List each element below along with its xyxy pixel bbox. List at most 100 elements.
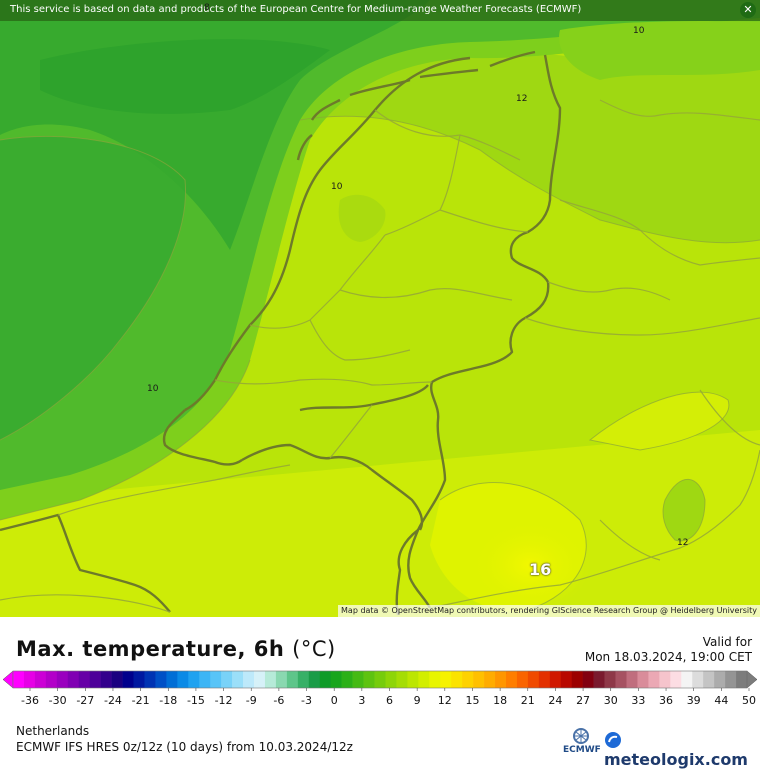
scale-swatch: [505, 671, 518, 688]
scale-swatch: [264, 671, 277, 688]
scale-arrow-right: [746, 670, 758, 689]
scale-swatch: [396, 671, 408, 688]
scale-swatch: [385, 671, 397, 688]
scale-swatch: [286, 671, 299, 688]
ecmwf-logo-text: ECMWF: [563, 745, 601, 755]
scale-swatch: [188, 671, 200, 688]
scale-tick-label: -27: [76, 694, 94, 707]
scale-swatch: [56, 671, 69, 688]
scale-swatch: [637, 671, 649, 688]
scale-swatch: [254, 671, 266, 688]
valid-time-block: Valid for Mon 18.03.2024, 19:00 CET: [585, 635, 752, 665]
scale-swatch: [374, 671, 386, 688]
scale-swatch: [210, 671, 222, 688]
scale-tick-label: 36: [659, 694, 673, 707]
scale-swatch: [538, 671, 551, 688]
scale-tick-label: 21: [521, 694, 535, 707]
scale-swatch: [451, 671, 463, 688]
valid-label: Valid for: [702, 635, 752, 649]
scale-swatch: [429, 671, 441, 688]
meteologix-logo-icon: [605, 732, 621, 748]
scale-swatch: [407, 671, 419, 688]
scale-tick-label: 44: [714, 694, 728, 707]
scale-swatch: [495, 671, 507, 688]
scale-swatch: [221, 671, 233, 688]
scale-swatch: [155, 671, 167, 688]
close-icon[interactable]: ✕: [740, 2, 756, 18]
scale-tick-label: 0: [331, 694, 338, 707]
contour-label: 12: [516, 94, 528, 104]
scale-tick-label: -3: [301, 694, 312, 707]
scale-swatch: [516, 671, 529, 688]
scale-swatch: [527, 671, 540, 688]
scale-tick-label: -30: [49, 694, 67, 707]
contour-label: 12: [677, 538, 689, 548]
scale-swatch: [122, 671, 134, 688]
temperature-field: [0, 0, 760, 617]
scale-tick-label: -15: [187, 694, 205, 707]
scale-tick-label: 39: [687, 694, 701, 707]
scale-tick-label: 30: [604, 694, 618, 707]
scale-swatch: [582, 671, 594, 688]
scale-swatch: [549, 671, 562, 688]
scale-swatch: [166, 671, 178, 688]
weather-map[interactable]: This service is based on data and produc…: [0, 0, 760, 617]
scale-swatch: [89, 671, 101, 688]
scale-tick-label: 18: [493, 694, 507, 707]
scale-swatch: [243, 671, 255, 688]
scale-swatch: [78, 671, 90, 688]
chart-title: Max. temperature, 6h (°C): [16, 637, 336, 661]
scale-tick-label: -6: [273, 694, 284, 707]
title-text: Max. temperature, 6h: [16, 637, 285, 661]
scale-swatch: [363, 671, 375, 688]
scale-swatch: [670, 671, 682, 688]
scale-swatch: [703, 671, 715, 688]
scale-tick-label: 12: [438, 694, 452, 707]
scale-swatch: [681, 671, 693, 688]
scale-swatch: [111, 671, 123, 688]
scale-swatch: [692, 671, 704, 688]
scale-swatch: [626, 671, 638, 688]
scale-tick-label: 3: [358, 694, 365, 707]
scale-swatch: [571, 671, 583, 688]
scale-swatch: [440, 671, 452, 688]
banner-text: This service is based on data and produc…: [10, 4, 582, 15]
scale-swatch: [34, 671, 47, 688]
scale-arrow-left: [2, 670, 14, 689]
scale-swatch: [473, 671, 485, 688]
scale-tick-label: 50: [742, 694, 756, 707]
scale-swatch: [593, 671, 605, 688]
contour-label: 10: [633, 26, 645, 36]
scale-swatch: [275, 671, 288, 688]
contour-label: 10: [331, 182, 343, 192]
meteologix-brand[interactable]: meteologix.com: [604, 731, 760, 769]
scale-swatch: [659, 671, 671, 688]
contour-label: 8: [204, 3, 210, 13]
scale-swatch: [418, 671, 430, 688]
scale-tick-label: -24: [104, 694, 122, 707]
scale-swatch: [648, 671, 660, 688]
scale-swatch: [23, 671, 36, 688]
scale-swatch: [725, 671, 737, 688]
scale-swatch: [45, 671, 58, 688]
scale-swatch: [199, 671, 211, 688]
scale-swatch: [714, 671, 726, 688]
scale-swatch: [736, 671, 748, 688]
scale-swatch: [352, 671, 364, 688]
scale-swatch: [144, 671, 156, 688]
model-run-info: ECMWF IFS HRES 0z/12z (10 days) from 10.…: [16, 740, 353, 754]
region-name: Netherlands: [16, 724, 90, 738]
scale-swatch: [341, 671, 353, 688]
scale-swatch: [604, 671, 616, 688]
scale-swatch: [67, 671, 80, 688]
scale-tick-label: -12: [215, 694, 233, 707]
ecmwf-notice-banner: This service is based on data and produc…: [0, 0, 760, 21]
scale-tick-label: 24: [548, 694, 562, 707]
scale-swatch: [319, 671, 332, 688]
scale-tick-label: 27: [576, 694, 590, 707]
scale-tick-label: 15: [465, 694, 479, 707]
scale-tick-label: -21: [132, 694, 150, 707]
scale-swatch: [560, 671, 573, 688]
ecmwf-logo-icon: [573, 728, 589, 744]
scale-frame: [12, 670, 748, 689]
